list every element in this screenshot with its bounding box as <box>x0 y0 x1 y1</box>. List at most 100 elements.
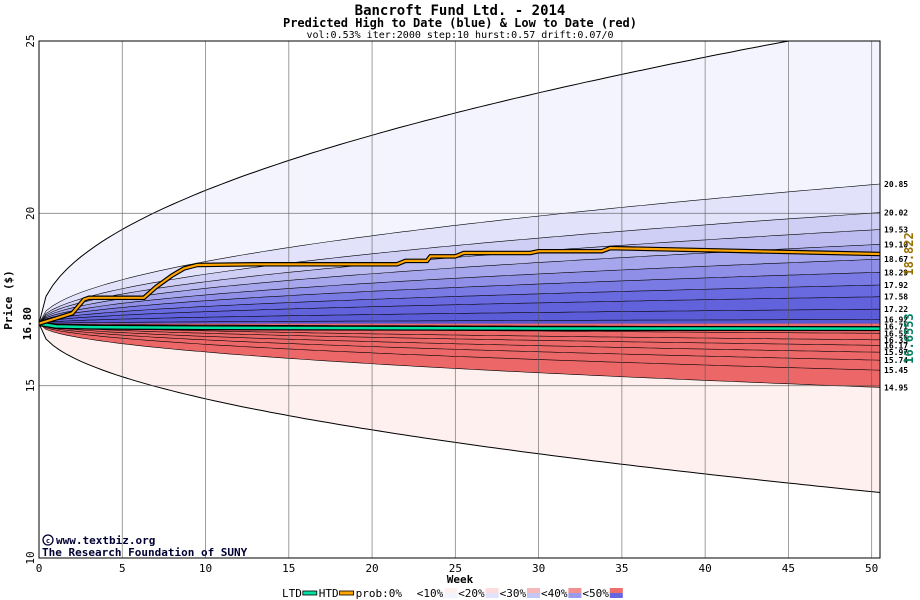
band-line-17 <box>39 323 880 361</box>
legend-htd-label: HTD <box>319 587 339 600</box>
band-labels: 20.85 20.02 19.53 19.10 18.67 18.29 17.92 17.58… <box>884 180 916 392</box>
band-label-12: 16.33 <box>884 336 908 345</box>
band-line-1 <box>39 183 880 324</box>
x-tick-label-4: 20 <box>365 562 378 575</box>
band-label-14: 15.97 <box>884 348 908 357</box>
x-tick-label-10: 50 <box>865 562 878 575</box>
legend-htd-swatch <box>339 590 355 596</box>
htd-final-label: 18.822 <box>902 232 916 275</box>
legend-prob-swatch-blue-0 <box>402 593 416 598</box>
legend-prob-swatch-blue-3 <box>527 593 540 598</box>
band-line-6 <box>39 272 880 324</box>
band-line-16 <box>39 323 880 353</box>
band-label-13: 16.17 <box>884 341 908 350</box>
band-label-1: 20.02 <box>884 209 908 218</box>
legend-prob-2: <20% <box>458 587 485 600</box>
probability-bands <box>39 41 880 558</box>
band-label-4: 18.67 <box>884 255 908 264</box>
band-lower-7 <box>39 323 880 388</box>
legend-prob-5: <50% <box>582 587 609 600</box>
legend-prob-swatch-red-4 <box>568 588 582 593</box>
y-tick-label-2: 20 <box>24 207 37 220</box>
chart-params: vol:0.53% iter:2000 step:10 hurst:0.57 d… <box>306 30 613 41</box>
legend-prob-swatch-blue-4 <box>568 593 582 598</box>
band-upper-1 <box>39 184 880 324</box>
legend-prob-swatch-red-0 <box>402 588 416 593</box>
band-label-2: 19.53 <box>884 226 908 235</box>
band-label-11: 16.52 <box>884 329 908 338</box>
x-tick-label-1: 5 <box>119 562 126 575</box>
legend-prob-3: <30% <box>500 587 527 600</box>
band-label-10: 16.71 <box>884 323 908 332</box>
credit-org: The Research Foundation of SUNY <box>42 546 248 559</box>
start-price-label: 16.80 <box>21 307 34 340</box>
band-upper-4 <box>39 244 880 324</box>
band-line-8 <box>39 296 880 324</box>
credits: www.textbiz.org c The Research Foundatio… <box>42 534 248 559</box>
legend-prob-swatch-red-1 <box>444 588 458 593</box>
legend-ltd-swatch <box>302 590 318 596</box>
band-upper-3 <box>39 229 880 324</box>
ltd-line <box>39 322 880 330</box>
band-line-7 <box>39 284 880 324</box>
band-label-17: 14.95 <box>884 383 908 392</box>
band-upper-6 <box>39 272 880 324</box>
x-tick-label-0: 0 <box>36 562 43 575</box>
band-label-9: 16.92 <box>884 315 908 324</box>
y-tick-label-1: 15 <box>24 379 37 392</box>
svg-text:c: c <box>46 537 50 545</box>
band-line-12 <box>39 323 880 493</box>
plot-frame <box>38 40 881 559</box>
legend-prob-4: <40% <box>541 587 568 600</box>
legend-prob-0: prob:0% <box>356 587 403 600</box>
band-line-18 <box>39 323 880 371</box>
x-tick-label-9: 45 <box>782 562 795 575</box>
legend-prob-swatch-red-2 <box>485 588 499 593</box>
x-tick-label-7: 35 <box>615 562 628 575</box>
band-line-5 <box>39 258 880 324</box>
credit-site: www.textbiz.org <box>56 534 155 547</box>
band-label-7: 17.58 <box>884 293 908 302</box>
legend-prob-1: <10% <box>417 587 444 600</box>
ltd-final-label: 16.6553 <box>902 313 916 364</box>
band-line-2 <box>39 212 880 324</box>
x-tick-label-2: 10 <box>199 562 212 575</box>
band-label-8: 17.22 <box>884 305 908 314</box>
band-line-0 <box>39 41 880 324</box>
chart-subtitle: Predicted High to Date (blue) & Low to D… <box>283 16 637 30</box>
band-label-0: 20.85 <box>884 180 908 189</box>
legend-prob-swatch-red-5 <box>609 588 623 593</box>
band-label-5: 18.29 <box>884 268 908 277</box>
band-label-16: 15.45 <box>884 366 908 375</box>
band-label-15: 15.74 <box>884 356 908 365</box>
y-tick-label-0: 10 <box>24 551 37 564</box>
y-tick-label-3: 25 <box>24 34 37 47</box>
copyright-icon: c <box>42 534 54 546</box>
band-line-19 <box>39 323 880 388</box>
x-tick-label-6: 30 <box>532 562 545 575</box>
band-upper-2 <box>39 212 880 324</box>
x-axis-title: Week <box>447 573 474 586</box>
band-upper-0 <box>39 41 880 324</box>
htd-line <box>39 246 880 325</box>
band-upper-7 <box>39 285 880 324</box>
band-line-14 <box>39 323 880 341</box>
title-block: Bancroft Fund Ltd. - 2014 Predicted High… <box>283 3 637 41</box>
legend-prob-swatch-red-3 <box>527 588 540 593</box>
legend-ltd-label: LTD <box>282 587 302 600</box>
legend-prob-swatch-blue-1 <box>444 593 458 598</box>
band-label-6: 17.92 <box>884 281 908 290</box>
x-tick-label-5: 25 <box>449 562 462 575</box>
x-tick-label-8: 40 <box>699 562 712 575</box>
x-tick-label-3: 15 <box>282 562 295 575</box>
legend: LTD HTD prob:0% <10% <20% <30% <40% <50% <box>282 587 623 600</box>
band-upper-5 <box>39 259 880 324</box>
band-line-15 <box>39 323 880 346</box>
legend-prob-swatch-blue-2 <box>485 593 499 598</box>
band-label-3: 19.10 <box>884 240 908 249</box>
band-upper-8 <box>39 296 880 324</box>
band-line-10 <box>39 319 880 324</box>
chart-title: Bancroft Fund Ltd. - 2014 <box>355 3 566 19</box>
